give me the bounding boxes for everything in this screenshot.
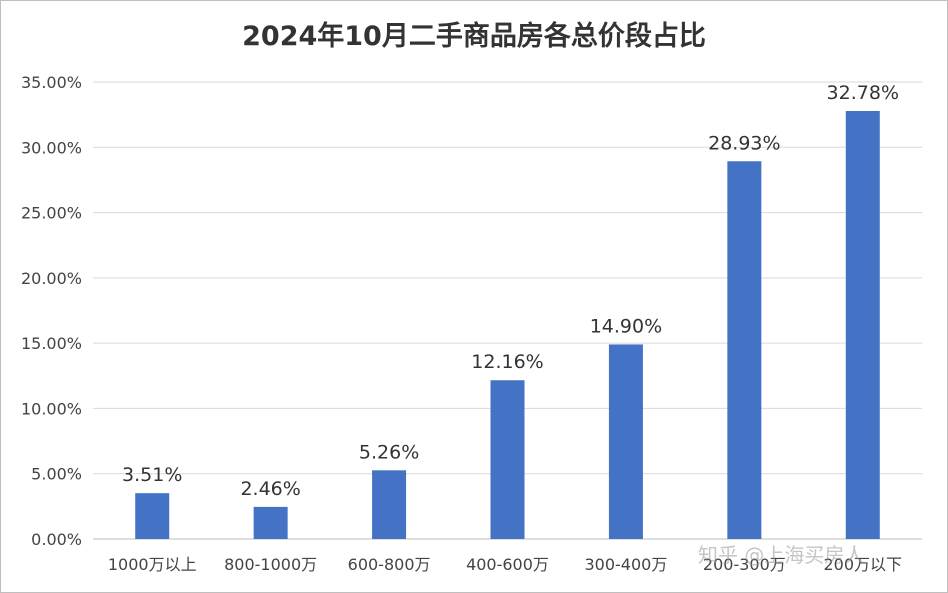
- x-axis-categories: 1000万以上 800-1000万 600-800万 400-600万 300-400万…: [108, 555, 902, 574]
- bar: [845, 110, 880, 540]
- x-category-label: 200万以下: [824, 555, 903, 574]
- bars: [135, 110, 880, 540]
- x-category-label: 800-1000万: [224, 555, 317, 574]
- y-tick-label: 0.00%: [31, 530, 82, 549]
- y-tick-label: 35.00%: [21, 73, 82, 92]
- watermark-text: 知乎 @上海买房人: [698, 543, 865, 567]
- data-label: 32.78%: [827, 82, 899, 104]
- data-label: 5.26%: [359, 441, 419, 463]
- bar: [372, 470, 407, 539]
- chart-title: 2024年10月二手商品房各总价段占比: [242, 21, 706, 52]
- x-category-label: 1000万以上: [108, 555, 197, 574]
- x-category-label: 400-600万: [466, 555, 549, 574]
- data-label: 12.16%: [471, 351, 543, 373]
- bar: [253, 506, 288, 539]
- y-tick-label: 10.00%: [21, 399, 82, 418]
- y-axis-ticks: 0.00% 5.00% 10.00% 15.00% 20.00% 25.00% 30.00%…: [21, 73, 82, 549]
- bar: [490, 380, 525, 539]
- data-label: 2.46%: [240, 478, 300, 500]
- bar: [727, 161, 762, 540]
- y-tick-label: 5.00%: [31, 465, 82, 484]
- data-label: 28.93%: [708, 132, 780, 154]
- y-tick-label: 20.00%: [21, 269, 82, 288]
- x-category-label: 300-400万: [584, 555, 667, 574]
- x-category-label: 200-300万: [703, 555, 786, 574]
- data-label: 3.51%: [122, 464, 182, 486]
- data-labels: 3.51% 2.46% 5.26% 12.16% 14.90% 28.93% 32.78%: [122, 82, 899, 500]
- bar: [608, 344, 643, 539]
- bar: [135, 493, 170, 539]
- y-tick-label: 15.00%: [21, 334, 82, 353]
- data-label: 14.90%: [590, 315, 662, 337]
- y-tick-label: 30.00%: [21, 138, 82, 157]
- y-tick-label: 25.00%: [21, 204, 82, 223]
- x-category-label: 600-800万: [348, 555, 431, 574]
